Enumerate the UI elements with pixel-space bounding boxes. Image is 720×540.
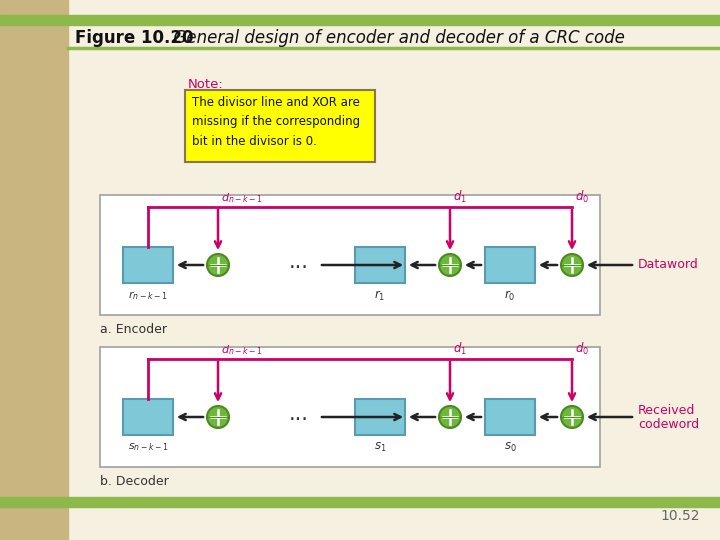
Text: $s_0$: $s_0$ <box>503 441 516 454</box>
Text: Note:: Note: <box>188 78 224 91</box>
Bar <box>0 497 720 507</box>
Circle shape <box>439 254 461 276</box>
Bar <box>123 399 173 435</box>
Circle shape <box>561 254 583 276</box>
Text: $s_1$: $s_1$ <box>374 441 387 454</box>
Text: $d_0$: $d_0$ <box>575 189 589 205</box>
Bar <box>355 247 405 283</box>
Text: Dataword: Dataword <box>638 259 698 272</box>
Text: $d_0$: $d_0$ <box>575 341 589 357</box>
Text: Figure 10.20: Figure 10.20 <box>75 29 194 47</box>
Text: ···: ··· <box>289 258 309 278</box>
Text: The divisor line and XOR are
missing if the corresponding
bit in the divisor is : The divisor line and XOR are missing if … <box>192 96 360 148</box>
Bar <box>485 399 535 435</box>
Bar <box>100 347 600 467</box>
Bar <box>100 195 600 315</box>
Circle shape <box>439 406 461 428</box>
Bar <box>0 0 68 540</box>
Bar <box>0 15 720 25</box>
Text: General design of encoder and decoder of a CRC code: General design of encoder and decoder of… <box>163 29 625 47</box>
Text: $s_{n-k-1}$: $s_{n-k-1}$ <box>127 441 168 453</box>
Text: $r_0$: $r_0$ <box>504 289 516 303</box>
Text: $d_{n-k-1}$: $d_{n-k-1}$ <box>221 191 263 205</box>
Bar <box>485 247 535 283</box>
Circle shape <box>207 254 229 276</box>
Text: $d_1$: $d_1$ <box>453 189 467 205</box>
Circle shape <box>207 406 229 428</box>
Text: a. Encoder: a. Encoder <box>100 323 167 336</box>
Text: b. Decoder: b. Decoder <box>100 475 168 488</box>
Bar <box>185 90 375 162</box>
Text: $r_{n-k-1}$: $r_{n-k-1}$ <box>128 289 168 302</box>
Text: 10.52: 10.52 <box>660 509 700 523</box>
Bar <box>123 247 173 283</box>
Bar <box>355 399 405 435</box>
Text: $d_{n-k-1}$: $d_{n-k-1}$ <box>221 343 263 357</box>
Text: Received: Received <box>638 403 696 416</box>
Text: ···: ··· <box>289 410 309 430</box>
Text: codeword: codeword <box>638 418 699 431</box>
Text: $d_1$: $d_1$ <box>453 341 467 357</box>
Circle shape <box>561 406 583 428</box>
Text: $r_1$: $r_1$ <box>374 289 386 303</box>
